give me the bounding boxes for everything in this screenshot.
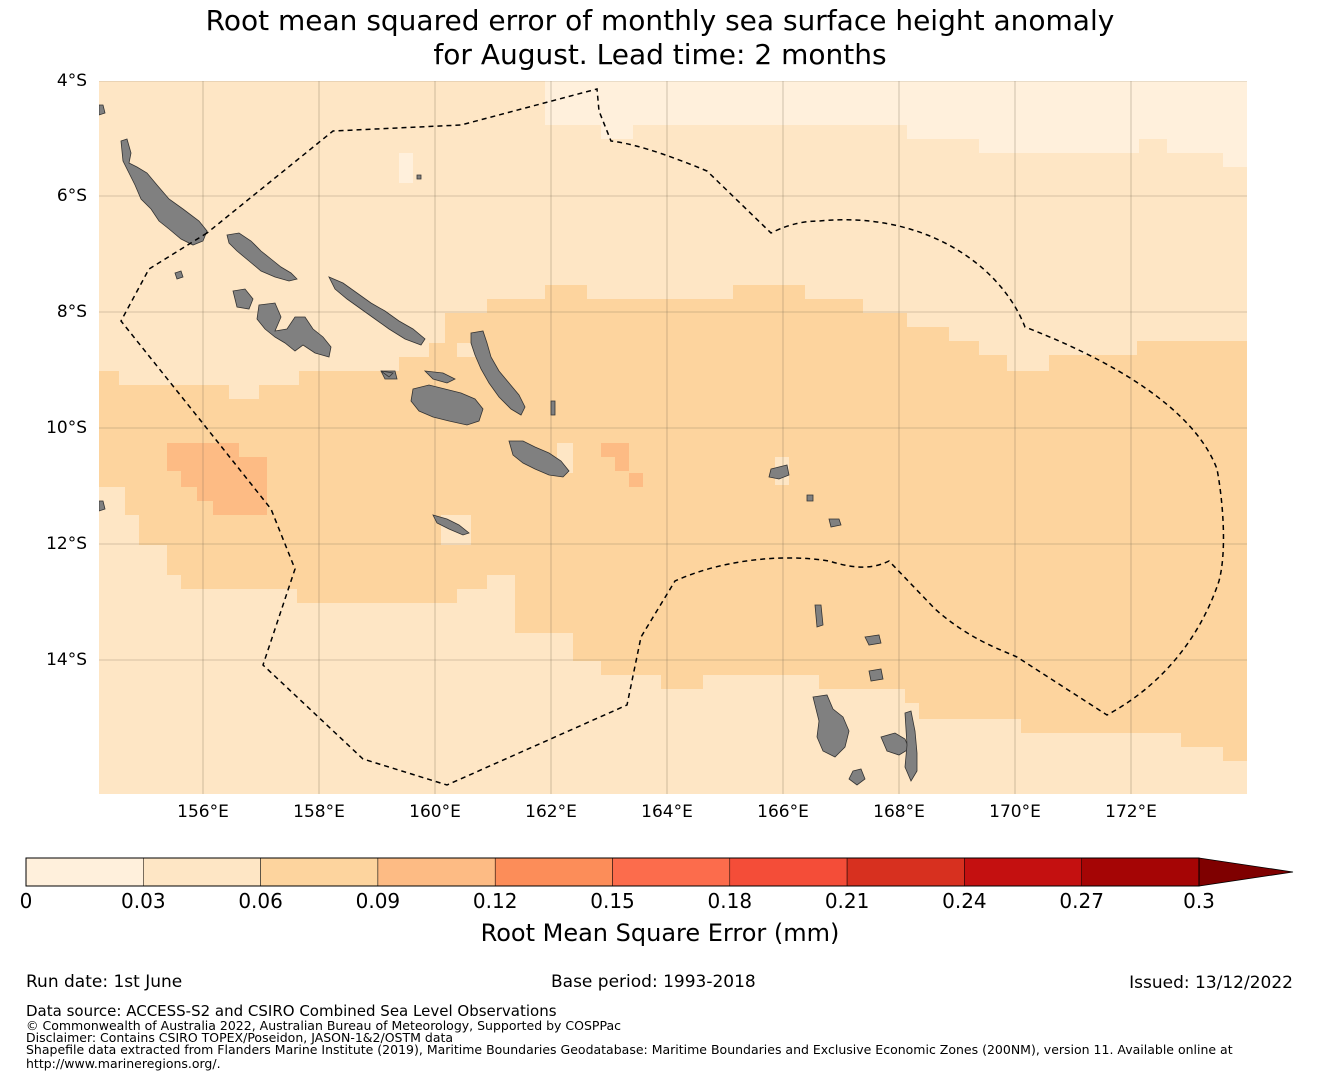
island-small-c [174, 270, 184, 280]
colorbar-swatch [260, 857, 379, 887]
island-maewo [868, 668, 884, 682]
lat-label-4s: 4°S [56, 71, 87, 91]
eez-boundary [120, 88, 1225, 786]
data-source: Data source: ACCESS-S2 and CSIRO Combine… [26, 1002, 557, 1020]
island-guadalcanal [410, 384, 484, 426]
land [99, 104, 918, 786]
lon-label-162e: 162°E [525, 802, 577, 822]
lon-label-160e: 160°E [409, 802, 461, 822]
colorbar-swatch [143, 857, 261, 887]
island-santa-isabel [328, 276, 426, 346]
colorbar [25, 857, 1294, 887]
disclaimer: Disclaimer: Contains CSIRO TOPEX/Poseido… [26, 1030, 454, 1045]
colorbar-tick-label: 0.3 [1183, 889, 1215, 913]
island-small-f [416, 174, 422, 180]
colorbar-tick-label: 0.15 [590, 889, 635, 913]
lat-label-14s: 14°S [46, 650, 87, 670]
colorbar-label: Root Mean Square Error (mm) [480, 919, 840, 947]
lon-label-172e: 172°E [1105, 802, 1157, 822]
island-vella-lavella [232, 288, 254, 310]
island-small-a [99, 104, 106, 116]
field-region-mid [99, 285, 1247, 761]
island-torres [814, 604, 824, 628]
lon-label-156e: 156°E [177, 802, 229, 822]
island-choiseul [226, 232, 298, 282]
base-period: Base period: 1993-2018 [551, 972, 756, 992]
map-panel [99, 81, 1247, 794]
colorbar-swatch [25, 857, 144, 887]
colorbar-tick-label: 0.24 [942, 889, 987, 913]
lon-label-170e: 170°E [989, 802, 1041, 822]
copyright: © Commonwealth of Australia 2022, Austra… [26, 1018, 621, 1033]
colorbar-tick-label: 0.06 [238, 889, 283, 913]
lat-label-8s: 8°S [56, 302, 87, 322]
island-small-b [99, 500, 106, 512]
field-region-lowest [545, 81, 1247, 167]
field-region-high [167, 443, 267, 515]
colorbar-tick-label: 0.03 [121, 889, 166, 913]
lat-label-10s: 10°S [46, 418, 87, 438]
chart-title-line-1: Root mean squared error of monthly sea s… [205, 4, 1115, 37]
island-makira [508, 440, 570, 478]
graticule [99, 81, 1247, 794]
island-small-d [380, 370, 394, 378]
colorbar-outline [25, 857, 1200, 887]
island-florida [423, 370, 456, 384]
lon-label-164e: 164°E [641, 802, 693, 822]
lat-label-12s: 12°S [46, 534, 87, 554]
colorbar-tick-label: 0.27 [1059, 889, 1104, 913]
issued-date: Issued: 13/12/2022 [1129, 973, 1293, 993]
colorbar-extend-arrow [1198, 857, 1294, 887]
colorbar-tick-label: 0.12 [472, 889, 518, 913]
island-pentecost-south [848, 768, 866, 786]
colorbar-swatch [846, 857, 965, 887]
island-rennell [432, 514, 470, 536]
shapefile-url: http://www.marineregions.org/. [26, 1056, 221, 1071]
island-small-e [806, 494, 814, 502]
colorbar-swatch [729, 857, 848, 887]
shapefile-credit: Shapefile data extracted from Flanders M… [26, 1042, 1233, 1057]
colorbar-swatch [494, 857, 613, 887]
lat-label-6s: 6°S [56, 186, 87, 206]
colorbar-swatch [964, 857, 1082, 887]
island-new-georgia [256, 302, 332, 358]
field-region-high-east [601, 443, 643, 487]
colorbar-swatch [1081, 857, 1200, 887]
colorbar-tick-label: 0 [19, 889, 33, 913]
chart-title-line-2: for August. Lead time: 2 months [433, 38, 887, 71]
lon-label-168e: 168°E [873, 802, 925, 822]
island-bougainville [120, 138, 208, 246]
colorbar-swatch [612, 857, 731, 887]
colorbar-tick-label: 0.21 [824, 889, 870, 913]
colorbar-swatch [377, 857, 496, 887]
island-espiritu-santo [812, 694, 850, 758]
colorbar-tick-label: 0.09 [355, 889, 401, 913]
run-date: Run date: 1st June [26, 972, 183, 992]
lon-label-166e: 166°E [757, 802, 809, 822]
island-small-g [550, 400, 556, 416]
island-ambae [864, 634, 882, 646]
island-efate-chain [904, 710, 918, 782]
lon-label-158e: 158°E [293, 802, 345, 822]
island-reef [828, 518, 842, 528]
field-hole [399, 153, 413, 183]
colorbar-tick-label: 0.18 [707, 889, 753, 913]
island-santa-cruz [768, 464, 790, 480]
island-malaita [470, 330, 526, 416]
